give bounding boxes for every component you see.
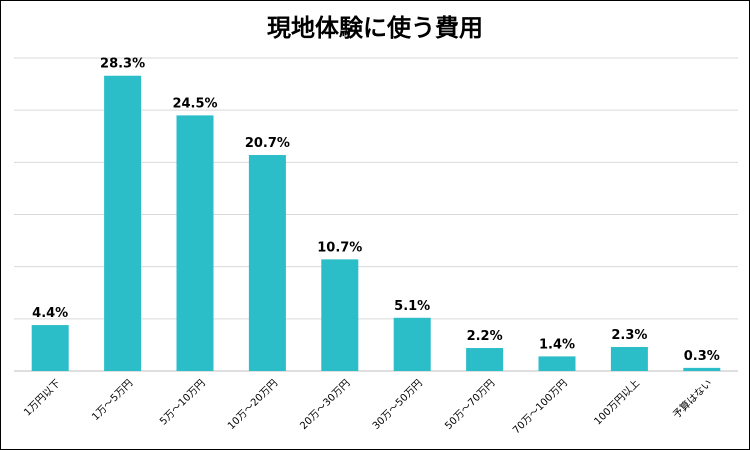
bar <box>538 356 576 371</box>
value-label: 4.4% <box>32 306 68 321</box>
value-label: 24.5% <box>172 96 217 111</box>
category-label: 20万～30万円 <box>298 378 352 432</box>
bar <box>466 348 504 371</box>
bars <box>31 75 721 371</box>
bar <box>321 259 359 371</box>
category-label: 1万～5万円 <box>90 378 135 423</box>
bar <box>104 75 142 371</box>
value-label: 2.3% <box>611 328 647 343</box>
value-label: 20.7% <box>245 136 290 151</box>
bar <box>393 317 431 371</box>
value-label: 2.2% <box>467 329 503 344</box>
category-label: 50万～70万円 <box>443 378 497 432</box>
value-label: 10.7% <box>317 240 362 255</box>
value-label: 1.4% <box>539 337 575 352</box>
category-label: 5万～10万円 <box>158 378 208 428</box>
value-label: 5.1% <box>394 299 430 314</box>
bar <box>683 367 721 371</box>
category-label: 1万円以下 <box>22 378 63 419</box>
value-label: 0.3% <box>684 349 720 364</box>
value-label: 28.3% <box>100 57 145 72</box>
category-label: 10万～20万円 <box>226 378 280 432</box>
value-labels: 4.4% 28.3% 24.5% 20.7% 10.7% 5.1% 2.2% 1.4% 2.3%… <box>32 57 720 364</box>
category-label: 70万～100万円 <box>511 378 570 437</box>
bar <box>31 325 69 371</box>
category-label: 100万円以上 <box>592 377 642 427</box>
bar <box>176 115 214 371</box>
chart-title: 現地体験に使う費用 <box>267 14 483 42</box>
category-label: 予算はない <box>670 376 715 421</box>
category-label: 30万～50万円 <box>371 378 425 432</box>
bar <box>610 347 648 371</box>
category-labels: 1万円以下 1万～5万円 5万～10万円 10万～20万円 20万～30万円 30万～50… <box>22 376 714 436</box>
bar <box>248 155 286 371</box>
